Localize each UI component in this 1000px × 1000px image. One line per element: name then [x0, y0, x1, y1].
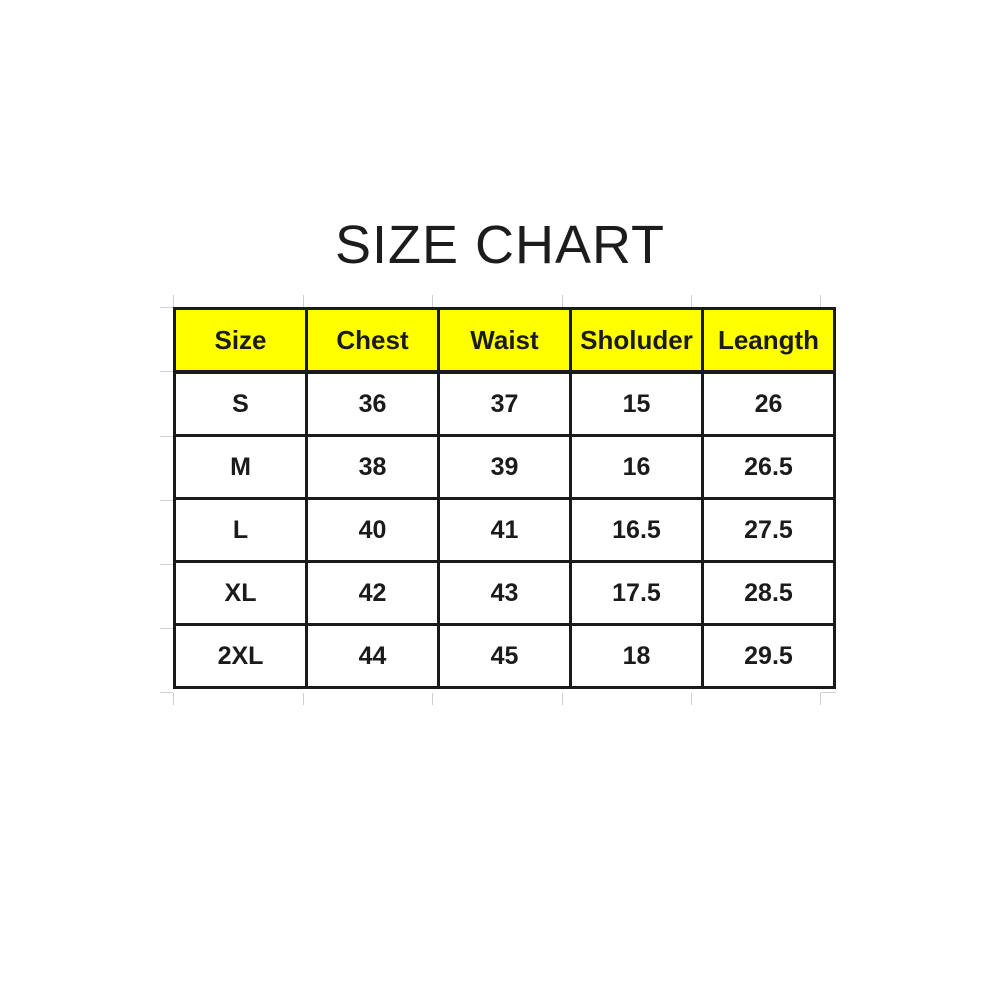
cell-waist: 37	[437, 370, 572, 437]
gridline-tick	[562, 295, 563, 307]
cell-length: 26.5	[701, 434, 836, 500]
gridline-tick	[173, 693, 174, 705]
cell-waist: 45	[437, 623, 572, 689]
gridline-tick	[691, 295, 692, 307]
cell-chest: 36	[305, 370, 440, 437]
gridline-tick	[160, 564, 173, 565]
table-row-m: M 38 39 16 26.5	[173, 434, 836, 500]
cell-waist: 41	[437, 497, 572, 563]
size-chart-table-container: Size Chest Waist Sholuder Leangth S 36 3…	[173, 307, 836, 689]
gridline-tick	[160, 500, 173, 501]
gridline-tick	[821, 692, 836, 693]
cell-shoulder: 17.5	[569, 560, 704, 626]
gridline-tick	[160, 628, 173, 629]
cell-size: XL	[173, 560, 308, 626]
gridline-tick	[691, 693, 692, 705]
table-row-s: S 36 37 15 26	[173, 370, 836, 437]
header-row: Size Chest Waist Sholuder Leangth	[173, 307, 836, 374]
cell-length: 26	[701, 370, 836, 437]
cell-shoulder: 16.5	[569, 497, 704, 563]
cell-shoulder: 18	[569, 623, 704, 689]
cell-waist: 39	[437, 434, 572, 500]
column-header-chest: Chest	[305, 307, 440, 374]
table-header: Size Chest Waist Sholuder Leangth	[173, 307, 836, 374]
column-header-shoulder: Sholuder	[569, 307, 704, 374]
gridline-tick	[160, 692, 173, 693]
gridline-tick	[562, 693, 563, 705]
table-row-2xl: 2XL 44 45 18 29.5	[173, 623, 836, 689]
gridline-tick	[432, 693, 433, 705]
column-header-size: Size	[173, 307, 308, 374]
column-header-length: Leangth	[701, 307, 836, 374]
column-header-waist: Waist	[437, 307, 572, 374]
cell-chest: 42	[305, 560, 440, 626]
gridline-tick	[820, 295, 821, 307]
cell-length: 27.5	[701, 497, 836, 563]
gridline-tick	[303, 295, 304, 307]
gridline-tick	[432, 295, 433, 307]
gridline-tick	[160, 436, 173, 437]
cell-length: 29.5	[701, 623, 836, 689]
gridline-tick	[160, 371, 173, 372]
page-title: SIZE CHART	[334, 215, 666, 275]
cell-size: M	[173, 434, 308, 500]
cell-length: 28.5	[701, 560, 836, 626]
gridline-tick	[820, 693, 821, 705]
cell-shoulder: 15	[569, 370, 704, 437]
table-row-xl: XL 42 43 17.5 28.5	[173, 560, 836, 626]
cell-chest: 38	[305, 434, 440, 500]
table-row-l: L 40 41 16.5 27.5	[173, 497, 836, 563]
cell-shoulder: 16	[569, 434, 704, 500]
gridline-tick	[303, 693, 304, 705]
size-chart-table: Size Chest Waist Sholuder Leangth S 36 3…	[173, 307, 836, 689]
cell-chest: 44	[305, 623, 440, 689]
cell-chest: 40	[305, 497, 440, 563]
cell-waist: 43	[437, 560, 572, 626]
table-body: S 36 37 15 26 M 38 39 16 26.5 L 40 41 16…	[173, 370, 836, 689]
cell-size: S	[173, 370, 308, 437]
gridline-tick	[173, 295, 174, 307]
gridline-tick	[160, 307, 173, 308]
cell-size: 2XL	[173, 623, 308, 689]
cell-size: L	[173, 497, 308, 563]
